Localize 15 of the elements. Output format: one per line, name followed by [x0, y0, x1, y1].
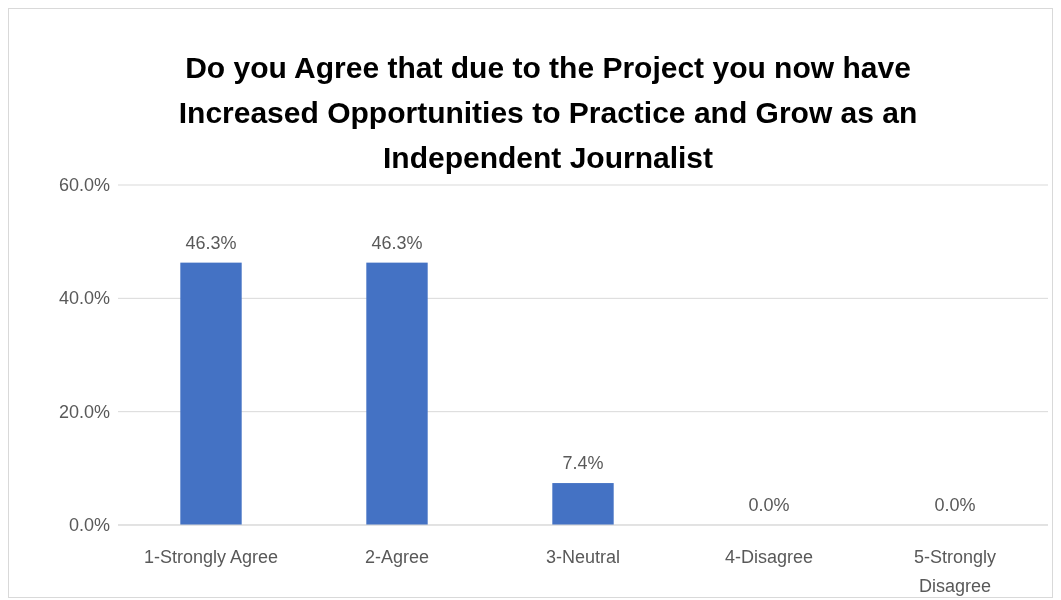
x-tick-label: 3-Neutral [545, 547, 621, 567]
x-tick-label: 4-Disagree [724, 547, 814, 567]
y-tick-label: 40.0% [58, 288, 110, 309]
chart-title: Do you Agree that due to the Project you now have Increased Opportunities to Practice and Grow as an Independent Journalist [178, 51, 918, 174]
data-label: 46.3% [185, 232, 237, 253]
x-tick-label: 5-Strongly Disagree [913, 547, 997, 596]
data-label: 46.3% [371, 232, 423, 253]
y-tick-label: 20.0% [58, 401, 110, 422]
x-tick-label: 1-Strongly Agree [143, 547, 279, 567]
x-tick-label: 2-Agree [364, 547, 430, 567]
data-label: 0.0% [748, 495, 790, 515]
y-tick-label: 60.0% [58, 175, 110, 195]
y-tick-label: 0.0% [68, 515, 110, 535]
data-label: 7.4% [562, 453, 604, 474]
data-label: 0.0% [934, 495, 976, 515]
